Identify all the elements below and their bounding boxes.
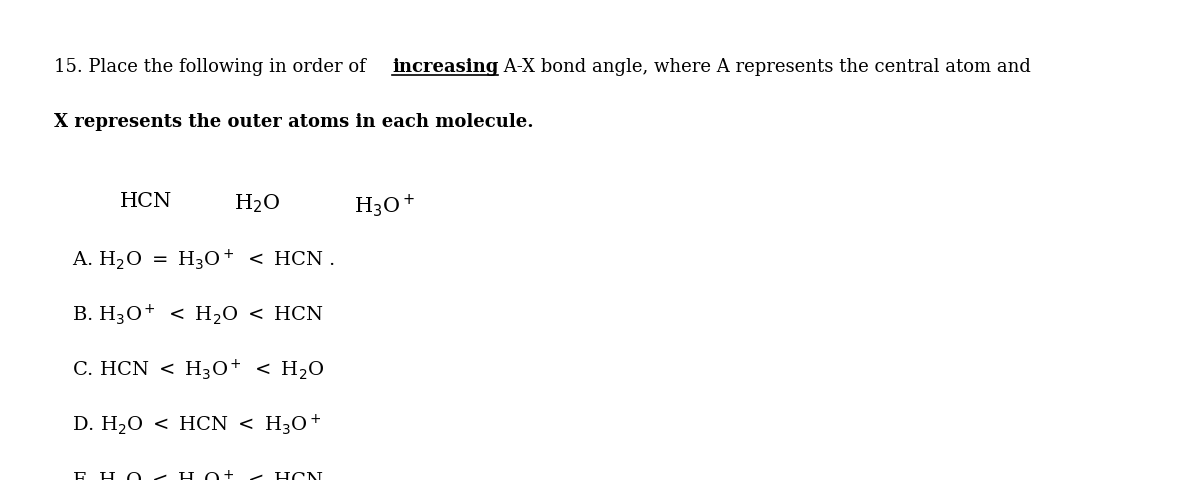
Text: 15. Place the following in order of: 15. Place the following in order of: [54, 58, 372, 76]
Text: D. H$_2$O $<$ HCN $<$ H$_3$O$^+$: D. H$_2$O $<$ HCN $<$ H$_3$O$^+$: [72, 413, 322, 437]
Text: H$_2$O: H$_2$O: [234, 192, 280, 215]
Text: B. H$_3$O$^+$ $<$ H$_2$O $<$ HCN: B. H$_3$O$^+$ $<$ H$_2$O $<$ HCN: [72, 302, 324, 327]
Text: A-X bond angle, where A represents the central atom and: A-X bond angle, where A represents the c…: [498, 58, 1031, 76]
Text: increasing: increasing: [392, 58, 499, 76]
Text: H$_3$O$^+$: H$_3$O$^+$: [354, 192, 415, 219]
Text: HCN: HCN: [120, 192, 173, 211]
Text: A. H$_2$O $=$ H$_3$O$^+$ $<$ HCN .: A. H$_2$O $=$ H$_3$O$^+$ $<$ HCN .: [72, 247, 335, 272]
Text: X represents the outer atoms in each molecule.: X represents the outer atoms in each mol…: [54, 113, 534, 131]
Text: C. HCN $<$ H$_3$O$^+$ $<$ H$_2$O: C. HCN $<$ H$_3$O$^+$ $<$ H$_2$O: [72, 358, 324, 382]
Text: E. H$_2$O $<$ H$_3$O$^+$ $<$ HCN: E. H$_2$O $<$ H$_3$O$^+$ $<$ HCN: [72, 468, 324, 480]
